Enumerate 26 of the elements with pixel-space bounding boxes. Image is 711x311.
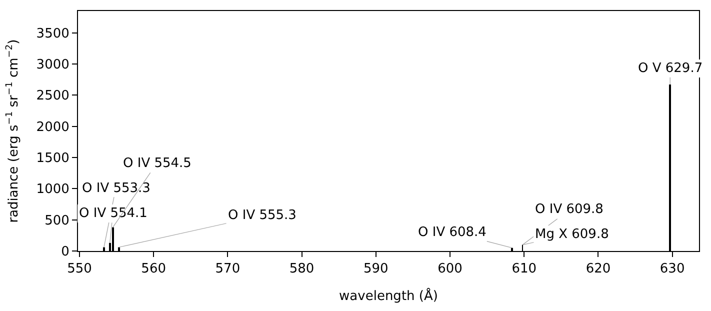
x-tick-label: 580 [289, 262, 314, 277]
y-tick-label: 0 [61, 244, 70, 260]
annotation: O IV 555.3 [228, 208, 296, 223]
x-tick-label: 630 [660, 262, 685, 277]
x-tick-label: 560 [141, 262, 166, 277]
y-tick-label: 3000 [36, 58, 70, 73]
x-tick-label: 550 [67, 262, 92, 277]
y-tick-label: 1500 [36, 151, 70, 166]
x-axis-title: wavelength (Å) [339, 287, 438, 304]
annotation: O IV 608.4 [418, 225, 486, 240]
y-tick-label: 500 [44, 213, 70, 228]
y-tick-label: 1000 [36, 182, 70, 198]
annotation: O IV 553.3 [82, 181, 150, 196]
y-tick-label: 3500 [36, 26, 70, 42]
annotation: O V 629.7 [638, 61, 703, 76]
x-tick-label: 590 [363, 262, 388, 277]
x-tick-label: 600 [438, 262, 462, 277]
y-tick-label: 2500 [36, 88, 70, 104]
annotation: O IV 554.1 [79, 206, 148, 221]
annotation: Mg X 609.8 [535, 227, 609, 242]
x-tick-label: 610 [512, 262, 537, 277]
y-tick-label: 2000 [36, 120, 70, 135]
x-tick-label: 620 [586, 262, 611, 277]
annotation: O IV 609.8 [535, 202, 604, 217]
annotation: O IV 554.5 [123, 156, 192, 171]
x-tick-label: 570 [215, 262, 240, 277]
